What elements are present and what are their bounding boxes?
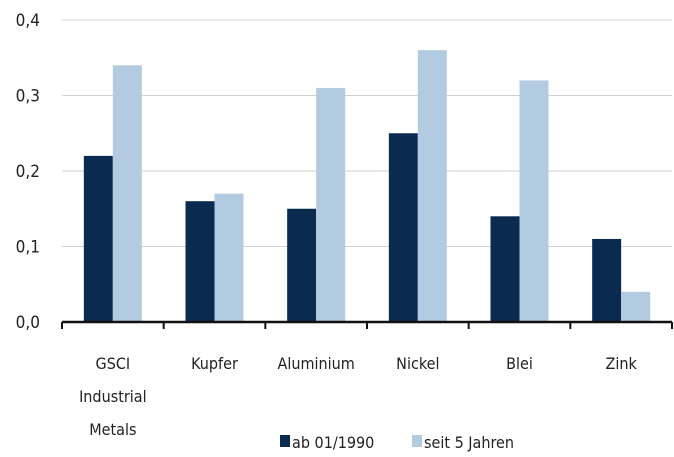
bar-seit-5-jahren [214,193,244,322]
y-axis-tick-labels: 0,0 0,1 0,2 0,3 0,4 [16,11,40,333]
y-tick-label: 0,4 [16,11,40,31]
bar-seit-5-jahren [316,87,346,322]
y-tick-label: 0,3 [16,87,40,107]
bar-seit-5-jahren [112,65,142,323]
bar-seit-5-jahren [417,50,447,322]
bar-ab-01-1990 [287,208,317,322]
legend-swatch-ab-01-1990 [280,435,290,447]
x-category-label: Zink [606,354,638,373]
x-axis-ticks [61,322,673,329]
bar-seit-5-jahren [519,80,549,323]
legend: ab 01/1990 seit 5 Jahren [280,433,514,452]
bars [83,50,651,323]
x-axis-category-labels: GSCI Industrial Metals Kupfer Aluminium Nicke… [79,354,637,439]
x-category-label: Nickel [396,354,439,373]
bar-ab-01-1990 [185,201,215,322]
x-category-label: GSCI Industrial Metals [79,354,147,439]
bar-ab-01-1990 [83,155,113,322]
bar-ab-01-1990 [388,133,418,322]
gridlines [62,19,672,247]
y-tick-label: 0,1 [16,238,40,258]
y-tick-label: 0,0 [16,313,40,333]
x-category-label: Kupfer [191,354,238,373]
y-tick-label: 0,2 [16,162,40,182]
legend-label-ab-01-1990: ab 01/1990 [292,433,374,452]
legend-swatch-seit-5-jahren [412,435,422,447]
bar-seit-5-jahren [621,291,651,322]
x-category-label: Aluminium [278,354,355,373]
bar-ab-01-1990 [592,238,622,322]
bar-ab-01-1990 [490,216,520,322]
x-category-label: Blei [506,354,533,373]
legend-label-seit-5-jahren: seit 5 Jahren [424,433,514,452]
